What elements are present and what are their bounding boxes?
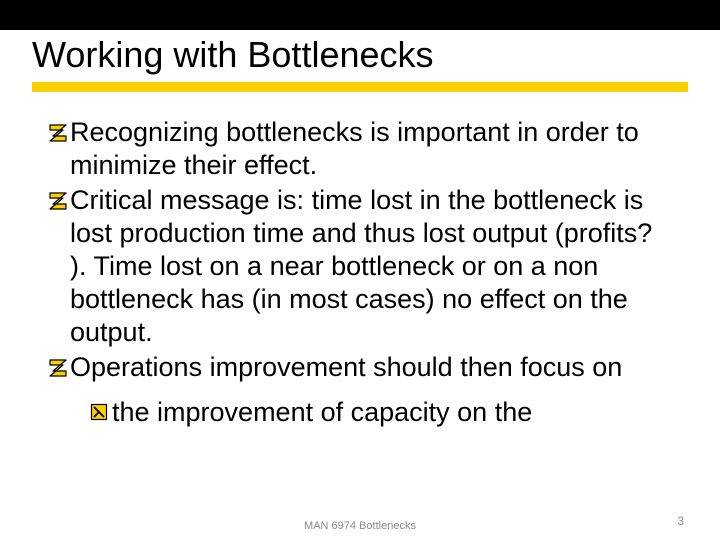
top-bar (0, 0, 720, 30)
bullet-item: Operations improvement should then focus… (48, 351, 664, 384)
slide-title: Working with Bottlenecks (32, 34, 434, 76)
page-number: 3 (677, 514, 684, 528)
z-bullet-icon (48, 191, 68, 211)
bullet-item: Critical message is: time lost in the bo… (48, 184, 664, 349)
bullet-text: Critical message is: time lost in the bo… (70, 184, 664, 349)
bullet-text: Operations improvement should then focus… (70, 351, 622, 384)
sub-bullet-text: the improvement of capacity on the (112, 396, 532, 429)
body-content: Recognizing bottlenecks is important in … (48, 116, 664, 428)
y-bullet-icon (90, 403, 108, 421)
z-bullet-icon (48, 358, 68, 378)
slide: Working with Bottlenecks Recognizing bot… (0, 0, 720, 540)
sub-bullet-item: the improvement of capacity on the (90, 396, 664, 429)
bullet-text: Recognizing bottlenecks is important in … (70, 116, 664, 182)
footer-text: MAN 6974 Bottlenecks (0, 520, 720, 532)
z-bullet-icon (48, 123, 68, 143)
bullet-item: Recognizing bottlenecks is important in … (48, 116, 664, 182)
title-underline (32, 82, 688, 92)
